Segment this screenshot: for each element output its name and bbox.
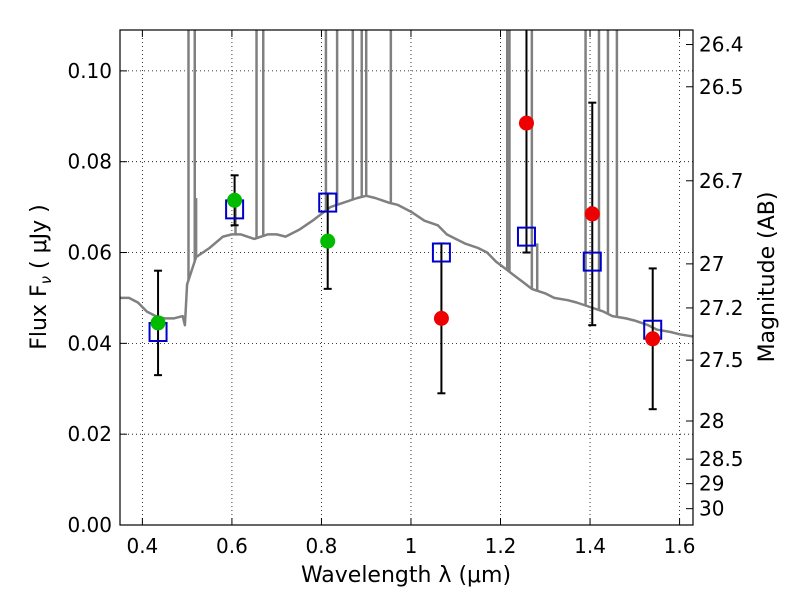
y-tick-label: 0.04 [67, 331, 112, 355]
y-axis-label-main: Flux F [27, 284, 52, 349]
nir-point [433, 310, 449, 326]
y-tick-label: 0.06 [67, 241, 112, 265]
model-photometry-point [318, 192, 338, 213]
right-tick-label: 26.4 [699, 33, 744, 57]
grid [120, 30, 693, 525]
right-tick-label: 27.5 [699, 348, 744, 372]
model-photometry-point [431, 242, 451, 263]
nir-point [584, 206, 600, 222]
right-axis-label: Magnitude (AB) [755, 192, 780, 363]
y-axis-label-unit: ( μJy ) [27, 204, 52, 276]
right-tick-label: 26.7 [699, 169, 744, 193]
x-tick-label: 1.4 [574, 534, 606, 558]
plot-data [120, 30, 693, 411]
model-photometry-point [582, 251, 602, 272]
y-axis-label-sub: ν [37, 276, 55, 284]
x-tick-label: 0.4 [126, 534, 158, 558]
right-tick-label: 27 [699, 252, 724, 276]
y-tick-label: 0.00 [67, 513, 112, 537]
plot-frame [119, 29, 694, 526]
right-tick-label: 28.5 [699, 447, 744, 471]
x-tick-label: 1.2 [485, 534, 517, 558]
optical-point [227, 192, 243, 208]
axes: 0.4 0.6 0.8 1 1.2 1.4 1.6 0.00 0.02 0.04 0.06 0.08 0… [67, 30, 744, 558]
right-tick-label: 28 [699, 409, 724, 433]
y-tick-label: 0.02 [67, 422, 112, 446]
optical-point [150, 315, 166, 331]
y-axis-label: Flux Fν ( μJy ) [27, 204, 55, 349]
x-tick-label: 1.6 [664, 534, 696, 558]
right-tick-label: 27.2 [699, 296, 744, 320]
nir-point [645, 331, 661, 347]
right-tick-label: 26.5 [699, 75, 744, 99]
x-tick-label: 0.8 [306, 534, 338, 558]
x-axis-label: Wavelength λ (μm) [301, 563, 511, 588]
x-tick-label: 0.6 [216, 534, 248, 558]
nir-point [518, 115, 534, 131]
y-tick-label: 0.08 [67, 150, 112, 174]
right-tick-label: 30 [699, 497, 724, 521]
right-tick-label: 29 [699, 472, 724, 496]
model-photometry-point [516, 226, 536, 247]
x-tick-label: 1 [405, 534, 418, 558]
y-tick-label: 0.10 [67, 59, 112, 83]
optical-point [320, 233, 336, 249]
